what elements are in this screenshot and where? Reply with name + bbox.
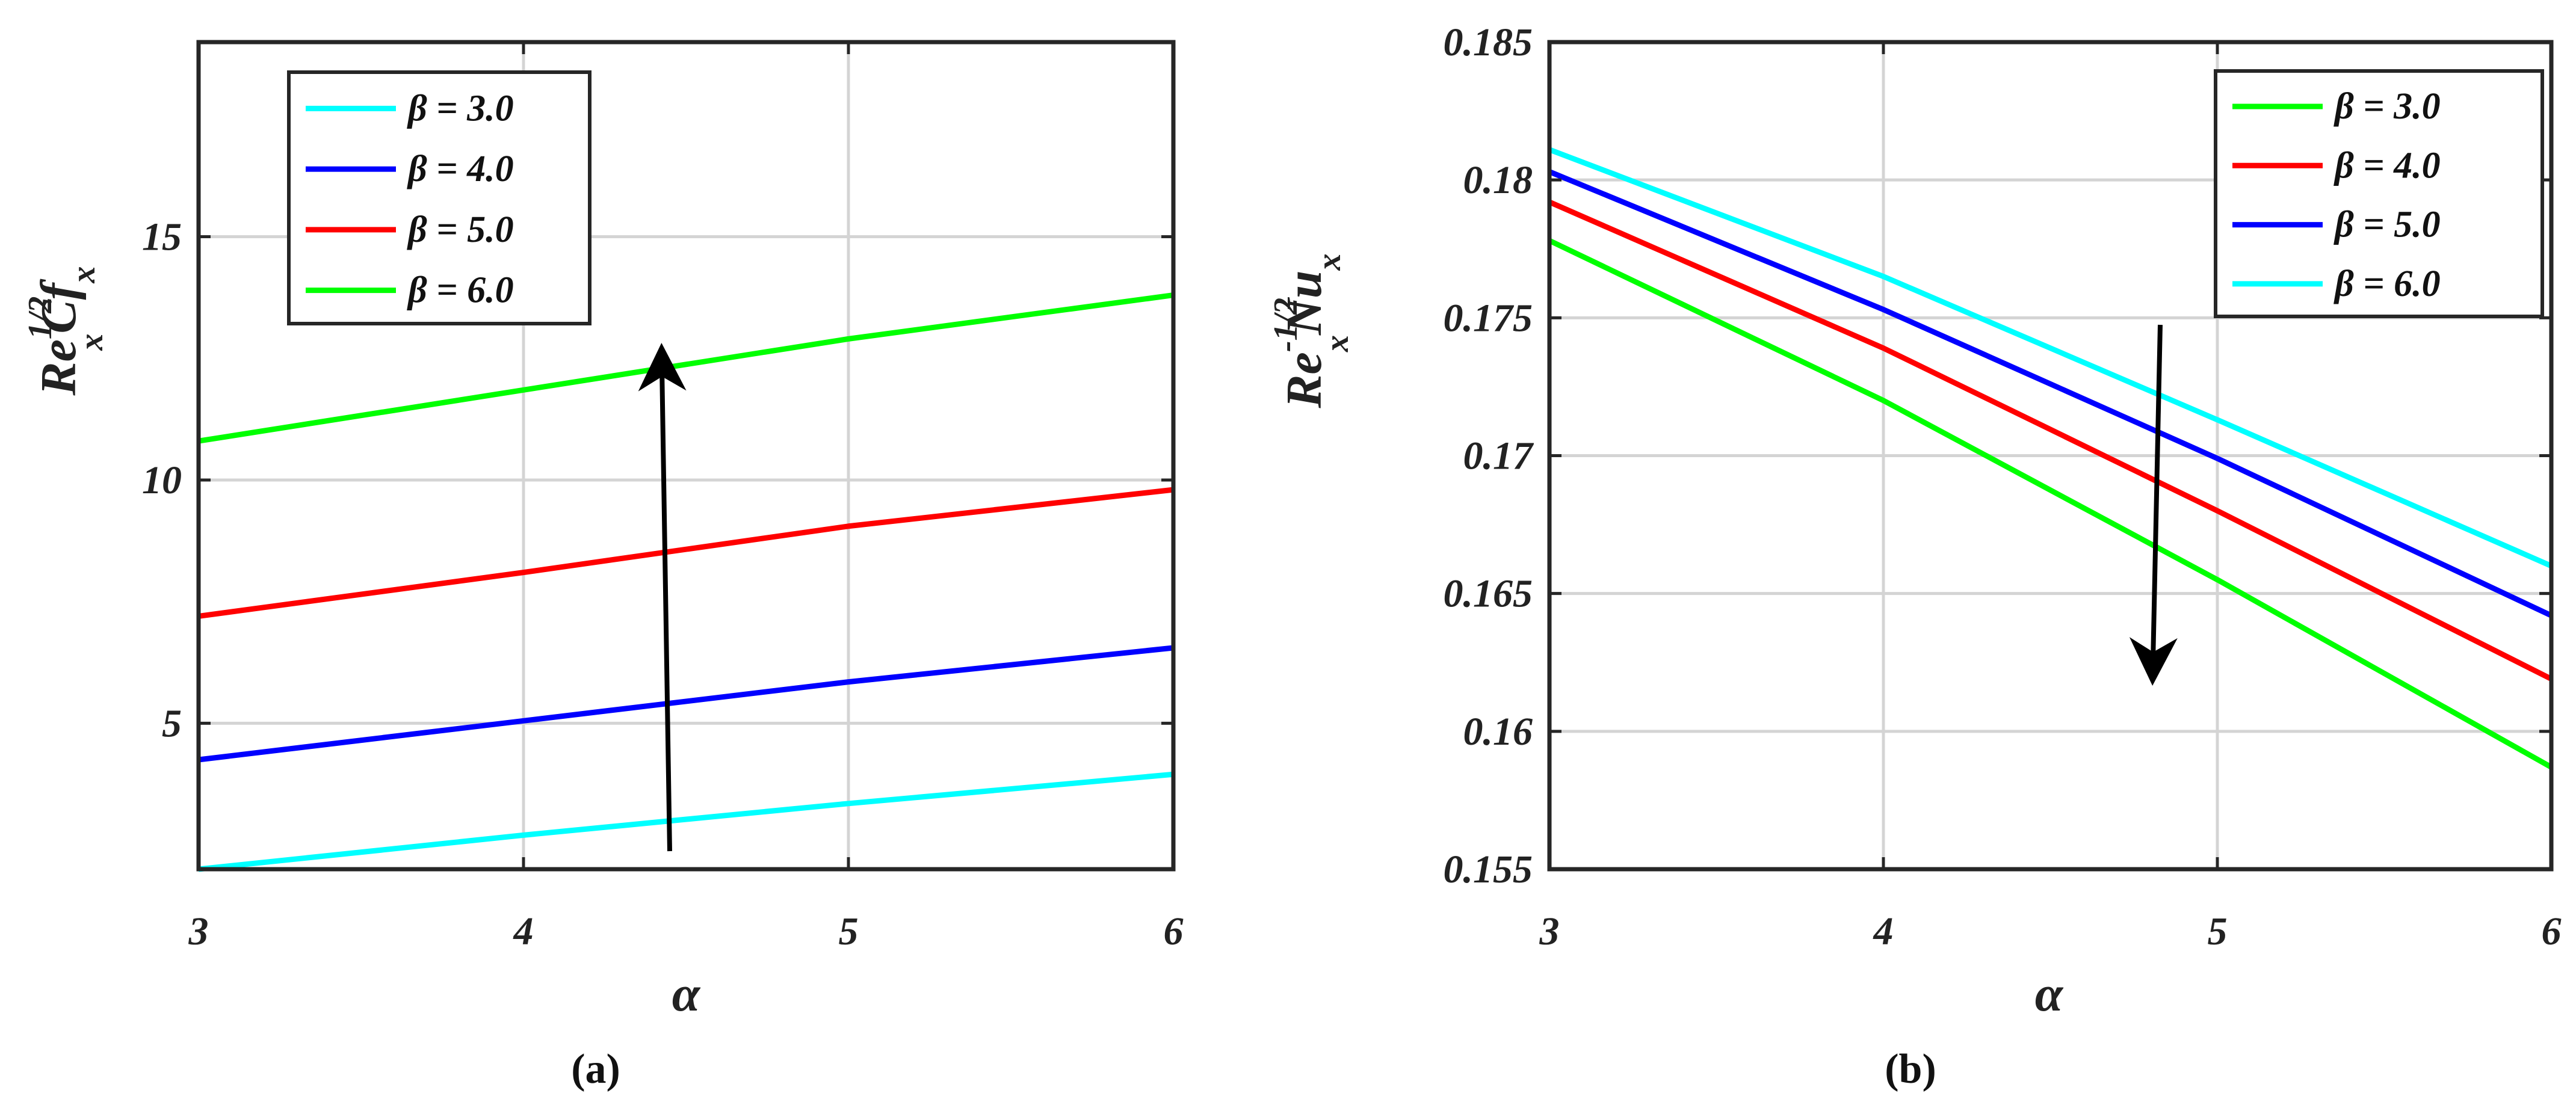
y-tick-label: 0.17 [1463,434,1535,478]
y-tick-label: 0.16 [1463,710,1533,754]
legend: β = 3.0 β = 4.0 β = 5.0 β = 6.0 [2214,69,2544,318]
x-tick-label: 5 [2208,909,2228,953]
x-tick-label: 6 [1164,909,1184,953]
trend-arrow [638,343,687,852]
legend-entry-3: β = 5.0 [407,209,514,250]
y-tick-label: 5 [162,701,182,745]
series-line-1 [1548,238,2553,770]
y-axis-label-sup: -1/2 [1267,298,1305,352]
y-axis-label-base: Re [1276,352,1332,408]
x-tick-label: 5 [839,909,859,953]
series-line-4 [1548,147,2553,568]
legend-entry-3: β = 5.0 [2334,205,2441,245]
y-axis-label-sub: x [1318,335,1356,352]
chart-panel-b: 3 4 5 6 0.155 0.16 0.165 0.17 0.175 0.18 0.185 α Re-… [1267,20,2562,1092]
y-tick-label: 0.18 [1463,158,1533,202]
series-line-3 [198,487,1174,619]
x-tick-label: 4 [513,909,534,953]
trend-arrow [2129,324,2178,686]
legend-entry-4: β = 6.0 [2334,263,2441,304]
legend-entry-2: β = 4.0 [2334,145,2441,186]
legend: β = 3.0 β = 4.0 β = 5.0 β = 6.0 [287,70,591,325]
x-axis-label: α [672,966,701,1022]
x-axis-label: α [2035,966,2064,1022]
y-tick-label: 10 [142,458,182,502]
y-tick-label: 0.185 [1444,20,1533,64]
legend-entry-1: β = 3.0 [407,88,514,129]
y-axis-label-rest-sub: x [65,266,102,284]
panel-label: (b) [1885,1046,1936,1092]
y-axis-label-sub: x [73,334,110,351]
axes-frame [196,40,1176,872]
x-tick-label: 3 [188,909,209,953]
y-tick-label: 0.165 [1444,572,1533,616]
legend-entry-2: β = 4.0 [407,149,514,189]
y-axis-label-rest: Nu [1276,271,1332,336]
series-line-1 [198,771,1174,872]
y-axis-label-rest-sub: x [1311,254,1348,271]
chart-panel-a: 3 4 5 6 5 10 15 α Re1/2 xCfx β = 3.0 β = 4.0 β = 5.0… [22,40,1184,1092]
x-tick-label: 3 [1539,909,1560,953]
y-axis-label-sup: 1/2 [22,297,59,340]
y-tick-label: 15 [142,215,182,259]
y-axis-label-base: Re [31,339,87,396]
panel-label: (a) [571,1046,620,1092]
series-line-2 [1548,199,2553,682]
legend-entry-1: β = 3.0 [2334,86,2441,127]
y-axis-label: Re1/2 xCfx [22,266,110,396]
y-axis-label-rest: Cf [31,279,87,334]
legend-box [2214,69,2544,318]
x-tick-label: 6 [2542,909,2562,953]
legend-box [287,70,591,325]
series-line-3 [1548,169,2553,618]
legend-entry-4: β = 6.0 [407,270,514,311]
y-tick-label: 0.155 [1444,848,1533,891]
y-tick-label: 0.175 [1444,296,1533,340]
x-tick-label: 4 [1873,909,1894,953]
series-line-2 [198,645,1174,763]
y-axis-label: Re-1/2 xNux [1267,254,1356,409]
